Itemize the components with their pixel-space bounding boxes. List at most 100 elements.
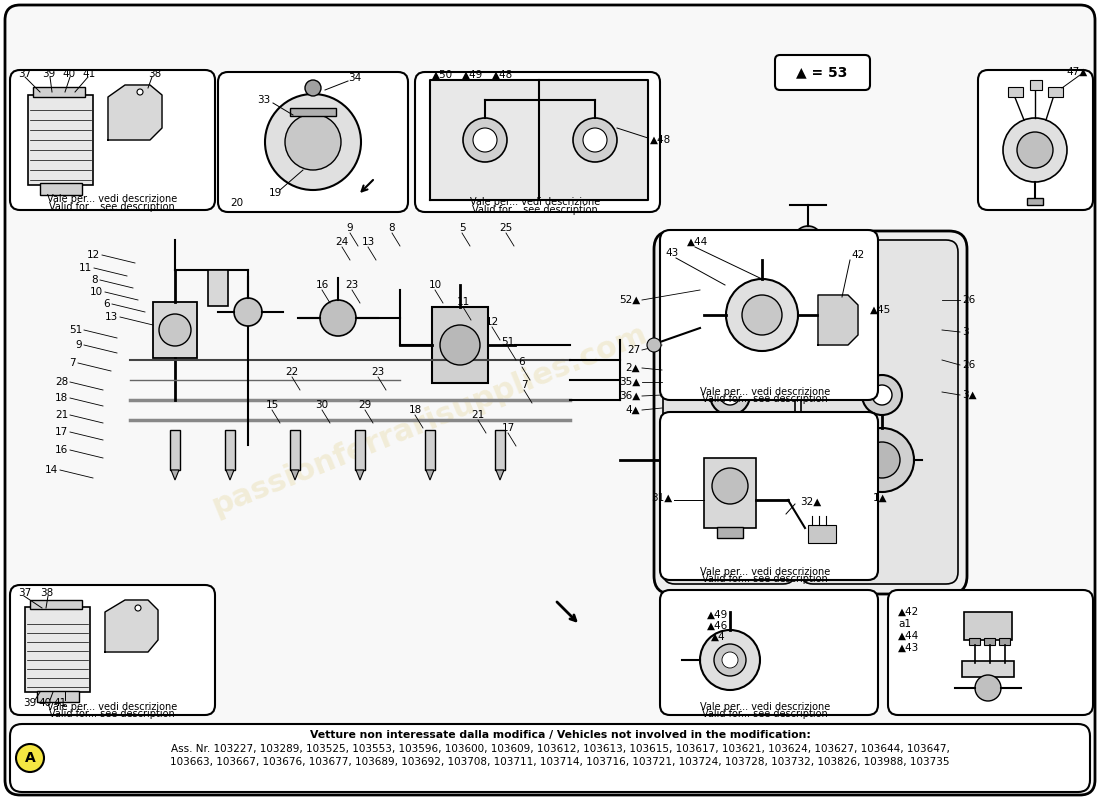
Text: 23: 23 xyxy=(372,367,385,377)
Circle shape xyxy=(726,279,798,351)
Text: 38: 38 xyxy=(148,69,162,79)
Circle shape xyxy=(720,385,740,405)
Text: 3: 3 xyxy=(962,327,969,337)
Bar xyxy=(290,430,300,470)
Text: 37: 37 xyxy=(18,588,31,598)
Text: A: A xyxy=(24,751,35,765)
Bar xyxy=(969,638,980,645)
Bar xyxy=(808,525,836,543)
Text: 25: 25 xyxy=(499,223,513,233)
Text: ▲44: ▲44 xyxy=(898,631,920,641)
Text: 29: 29 xyxy=(359,400,372,410)
Circle shape xyxy=(265,94,361,190)
Bar xyxy=(984,638,996,645)
FancyBboxPatch shape xyxy=(654,231,967,594)
Text: Vale per... vedi descrizione: Vale per... vedi descrizione xyxy=(47,194,177,204)
Bar xyxy=(290,108,336,116)
FancyBboxPatch shape xyxy=(776,55,870,90)
Text: Valid for... see description: Valid for... see description xyxy=(702,394,828,404)
FancyBboxPatch shape xyxy=(10,724,1090,792)
Text: 9: 9 xyxy=(346,223,353,233)
Text: Vale per... vedi descrizione: Vale per... vedi descrizione xyxy=(700,387,830,397)
Text: 6: 6 xyxy=(519,357,526,367)
Circle shape xyxy=(647,338,661,352)
Bar xyxy=(208,270,228,306)
Text: 11: 11 xyxy=(79,263,92,273)
Bar xyxy=(153,302,197,358)
Text: 36▲: 36▲ xyxy=(618,391,640,401)
Text: 33: 33 xyxy=(257,95,271,105)
Text: 39: 39 xyxy=(23,698,36,708)
Text: 11: 11 xyxy=(456,297,470,307)
Text: 2▲: 2▲ xyxy=(626,363,640,373)
Text: 8: 8 xyxy=(388,223,395,233)
FancyBboxPatch shape xyxy=(6,5,1094,795)
Text: 103663, 103667, 103676, 103677, 103689, 103692, 103708, 103711, 103714, 103716, : 103663, 103667, 103676, 103677, 103689, … xyxy=(170,757,949,767)
Circle shape xyxy=(234,298,262,326)
Text: Vale per... vedi descrizione: Vale per... vedi descrizione xyxy=(700,702,830,712)
Circle shape xyxy=(463,118,507,162)
Text: 8: 8 xyxy=(91,275,98,285)
Text: 43: 43 xyxy=(666,248,679,258)
Circle shape xyxy=(700,630,760,690)
Text: Vale per... vedi descrizione: Vale per... vedi descrizione xyxy=(700,567,830,577)
Text: Valid for... see description: Valid for... see description xyxy=(50,709,175,719)
Text: ▲46: ▲46 xyxy=(707,621,728,631)
FancyBboxPatch shape xyxy=(660,230,878,400)
Text: 51: 51 xyxy=(502,337,515,347)
Text: ▲ = 53: ▲ = 53 xyxy=(796,65,848,79)
Bar xyxy=(1048,87,1063,97)
Text: ▲50: ▲50 xyxy=(432,70,453,80)
Text: ▲44: ▲44 xyxy=(688,237,708,247)
Text: 14: 14 xyxy=(45,465,58,475)
Text: ▲45: ▲45 xyxy=(870,305,891,315)
FancyBboxPatch shape xyxy=(218,72,408,212)
Text: 41: 41 xyxy=(54,698,67,708)
Text: 37: 37 xyxy=(18,69,31,79)
Bar xyxy=(495,430,505,470)
Bar xyxy=(226,430,235,470)
Bar xyxy=(1030,80,1042,90)
Text: 7: 7 xyxy=(69,358,76,368)
Text: 28: 28 xyxy=(55,377,68,387)
Text: 10: 10 xyxy=(428,280,441,290)
Circle shape xyxy=(712,442,748,478)
Text: 31▲: 31▲ xyxy=(651,493,672,503)
Polygon shape xyxy=(818,295,858,345)
Text: Vale per... vedi descrizione: Vale per... vedi descrizione xyxy=(47,702,177,712)
Text: 18: 18 xyxy=(55,393,68,403)
Text: ▲49: ▲49 xyxy=(707,610,728,620)
Circle shape xyxy=(285,114,341,170)
Text: 20: 20 xyxy=(230,198,243,208)
Circle shape xyxy=(583,128,607,152)
Bar xyxy=(170,430,180,470)
Text: 32▲: 32▲ xyxy=(800,497,822,507)
Text: 7: 7 xyxy=(520,380,527,390)
Text: Valid for... see description: Valid for... see description xyxy=(50,202,175,212)
Polygon shape xyxy=(108,85,162,140)
Text: 21: 21 xyxy=(472,410,485,420)
Polygon shape xyxy=(704,458,756,528)
Text: 6: 6 xyxy=(103,299,110,309)
Text: ▲48: ▲48 xyxy=(492,70,514,80)
Text: Ass. Nr. 103227, 103289, 103525, 103553, 103596, 103600, 103609, 103612, 103613,: Ass. Nr. 103227, 103289, 103525, 103553,… xyxy=(170,744,949,754)
Polygon shape xyxy=(104,600,158,652)
Bar xyxy=(1027,198,1043,205)
Text: 21: 21 xyxy=(55,410,68,420)
Circle shape xyxy=(864,442,900,478)
Text: 19: 19 xyxy=(268,188,282,198)
Circle shape xyxy=(742,295,782,335)
Text: ▲4: ▲4 xyxy=(711,632,725,642)
Text: 34: 34 xyxy=(349,73,362,83)
Text: 42: 42 xyxy=(851,250,865,260)
Circle shape xyxy=(862,375,902,415)
Text: Valid for... see description: Valid for... see description xyxy=(702,709,828,719)
Text: 18: 18 xyxy=(408,405,421,415)
Polygon shape xyxy=(292,470,299,480)
Text: 13: 13 xyxy=(362,237,375,247)
Polygon shape xyxy=(170,470,179,480)
Text: 17: 17 xyxy=(502,423,515,433)
Polygon shape xyxy=(226,470,234,480)
Circle shape xyxy=(1018,132,1053,168)
Text: 35▲: 35▲ xyxy=(618,377,640,387)
